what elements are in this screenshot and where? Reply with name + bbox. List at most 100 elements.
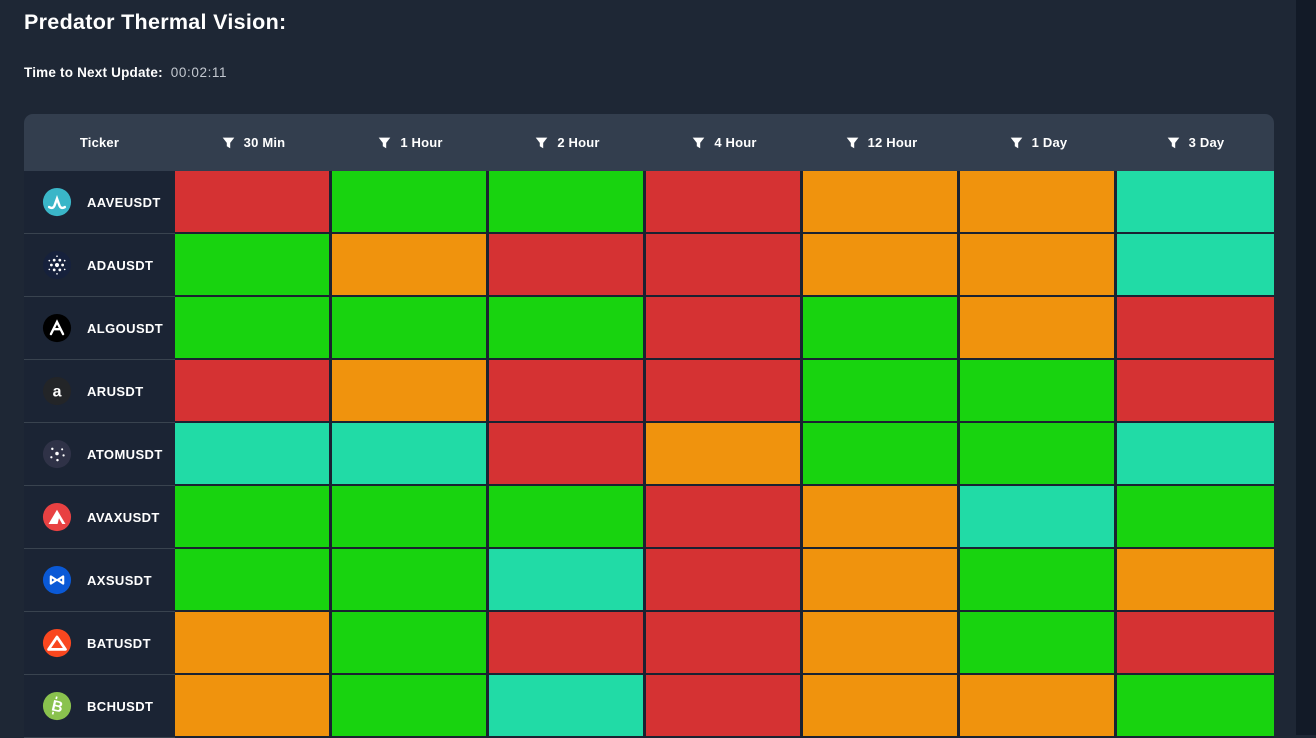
ticker-cell-axsusdt[interactable]: AXSUSDT: [24, 549, 175, 612]
heat-cell-atomusdt-2-hour: [489, 423, 646, 486]
heat-cell-atomusdt-3-day: [1117, 423, 1274, 486]
table-row: ADAUSDT: [24, 234, 1274, 297]
table-row: BATUSDT: [24, 612, 1274, 675]
heat-cell-algousdt-12-hour: [803, 297, 960, 360]
column-label: 4 Hour: [714, 135, 757, 150]
filter-funnel-icon[interactable]: [378, 137, 391, 149]
heat-cell-adausdt-12-hour: [803, 234, 960, 297]
heat-cell-adausdt-4-hour: [646, 234, 803, 297]
column-header-4-hour[interactable]: 4 Hour: [646, 114, 803, 171]
heat-cell-adausdt-1-day: [960, 234, 1117, 297]
heat-cell-axsusdt-3-day: [1117, 549, 1274, 612]
heat-cell-avaxusdt-2-hour: [489, 486, 646, 549]
heat-cell-bchusdt-3-day: [1117, 675, 1274, 738]
scrollbar[interactable]: [1296, 0, 1316, 735]
column-label: Ticker: [79, 135, 120, 150]
heat-cell-arusdt-2-hour: [489, 360, 646, 423]
table-row: AAVEUSDT: [24, 171, 1274, 234]
heat-cell-axsusdt-2-hour: [489, 549, 646, 612]
heat-cell-algousdt-2-hour: [489, 297, 646, 360]
cosmos-icon: [42, 439, 72, 469]
ticker-cell-batusdt[interactable]: BATUSDT: [24, 612, 175, 675]
heat-cell-algousdt-1-day: [960, 297, 1117, 360]
heat-cell-batusdt-1-hour: [332, 612, 489, 675]
filter-funnel-icon[interactable]: [692, 137, 705, 149]
heat-cell-avaxusdt-1-hour: [332, 486, 489, 549]
bch-icon: B: [42, 691, 72, 721]
column-header-2-hour[interactable]: 2 Hour: [489, 114, 646, 171]
ticker-cell-adausdt[interactable]: ADAUSDT: [24, 234, 175, 297]
ticker-label: ALGOUSDT: [87, 320, 164, 336]
heat-cell-algousdt-3-day: [1117, 297, 1274, 360]
heat-cell-avaxusdt-12-hour: [803, 486, 960, 549]
heat-cell-avaxusdt-30-min: [175, 486, 332, 549]
column-header-30-min[interactable]: 30 Min: [175, 114, 332, 171]
heat-cell-adausdt-1-hour: [332, 234, 489, 297]
heat-cell-bchusdt-4-hour: [646, 675, 803, 738]
update-countdown: Time to Next Update: 00:02:11: [24, 65, 1316, 80]
table-row: AVAXUSDT: [24, 486, 1274, 549]
heat-cell-aaveusdt-2-hour: [489, 171, 646, 234]
column-label: 1 Day: [1031, 135, 1068, 150]
algorand-icon: [42, 313, 72, 343]
svg-text:a: a: [53, 383, 62, 400]
table-row: AXSUSDT: [24, 549, 1274, 612]
table-row: ATOMUSDT: [24, 423, 1274, 486]
column-header-1-day[interactable]: 1 Day: [960, 114, 1117, 171]
column-label: 1 Hour: [400, 135, 443, 150]
table-row: B BCHUSDT: [24, 675, 1274, 738]
filter-funnel-icon[interactable]: [222, 137, 235, 149]
ticker-cell-bchusdt[interactable]: B BCHUSDT: [24, 675, 175, 738]
heat-cell-arusdt-3-day: [1117, 360, 1274, 423]
ticker-cell-aaveusdt[interactable]: AAVEUSDT: [24, 171, 175, 234]
heat-cell-adausdt-3-day: [1117, 234, 1274, 297]
ticker-label: ATOMUSDT: [87, 446, 163, 462]
column-label: 2 Hour: [557, 135, 600, 150]
update-label: Time to Next Update:: [24, 65, 163, 80]
heat-cell-batusdt-1-day: [960, 612, 1117, 675]
heat-cell-aaveusdt-1-hour: [332, 171, 489, 234]
heat-cell-batusdt-12-hour: [803, 612, 960, 675]
heat-cell-axsusdt-30-min: [175, 549, 332, 612]
heat-cell-bchusdt-30-min: [175, 675, 332, 738]
column-header-3-day[interactable]: 3 Day: [1117, 114, 1274, 171]
heat-cell-batusdt-3-day: [1117, 612, 1274, 675]
heat-cell-algousdt-4-hour: [646, 297, 803, 360]
heat-cell-aaveusdt-4-hour: [646, 171, 803, 234]
filter-funnel-icon[interactable]: [1010, 137, 1023, 149]
heat-cell-atomusdt-1-day: [960, 423, 1117, 486]
ticker-cell-avaxusdt[interactable]: AVAXUSDT: [24, 486, 175, 549]
ticker-label: AXSUSDT: [87, 572, 152, 588]
update-value: 00:02:11: [170, 65, 228, 80]
heat-cell-arusdt-30-min: [175, 360, 332, 423]
svg-text:B: B: [50, 697, 65, 716]
heat-cell-aaveusdt-12-hour: [803, 171, 960, 234]
table-row: a ARUSDT: [24, 360, 1274, 423]
heat-cell-axsusdt-1-day: [960, 549, 1117, 612]
ticker-cell-arusdt[interactable]: a ARUSDT: [24, 360, 175, 423]
ticker-label: ADAUSDT: [87, 257, 154, 273]
ticker-cell-algousdt[interactable]: ALGOUSDT: [24, 297, 175, 360]
table-header: Ticker 30 Min 1 Hour 2 Hour 4 Hour 12 Hour 1 D…: [24, 114, 1274, 171]
heat-cell-algousdt-1-hour: [332, 297, 489, 360]
filter-funnel-icon[interactable]: [1167, 137, 1180, 149]
ticker-label: ARUSDT: [87, 383, 144, 399]
heat-cell-adausdt-30-min: [175, 234, 332, 297]
ticker-cell-atomusdt[interactable]: ATOMUSDT: [24, 423, 175, 486]
heat-cell-arusdt-1-day: [960, 360, 1117, 423]
heat-cell-axsusdt-4-hour: [646, 549, 803, 612]
filter-funnel-icon[interactable]: [846, 137, 859, 149]
column-header-1-hour[interactable]: 1 Hour: [332, 114, 489, 171]
filter-funnel-icon[interactable]: [535, 137, 548, 149]
bat-icon: [42, 628, 72, 658]
heat-cell-bchusdt-12-hour: [803, 675, 960, 738]
column-label: 12 Hour: [867, 135, 918, 150]
heat-cell-atomusdt-4-hour: [646, 423, 803, 486]
heat-cell-arusdt-1-hour: [332, 360, 489, 423]
ticker-label: AAVEUSDT: [87, 194, 161, 210]
column-header-12-hour[interactable]: 12 Hour: [803, 114, 960, 171]
heat-cell-axsusdt-12-hour: [803, 549, 960, 612]
heat-cell-aaveusdt-30-min: [175, 171, 332, 234]
heat-cell-atomusdt-30-min: [175, 423, 332, 486]
